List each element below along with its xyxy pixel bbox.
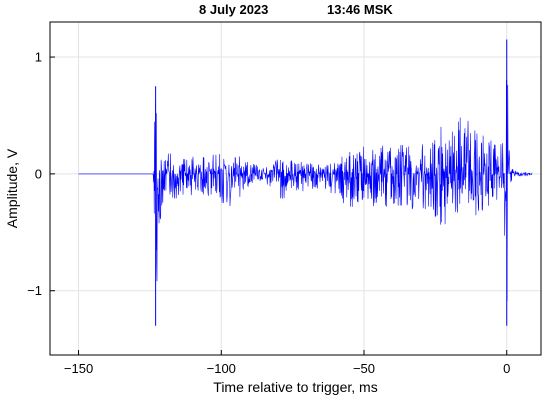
y-tick-label: 1 — [35, 50, 42, 65]
y-tick-label: −1 — [27, 283, 42, 298]
x-tick-label: 0 — [503, 361, 510, 376]
x-axis-label: Time relative to trigger, ms — [213, 379, 377, 395]
signal-trace — [78, 80, 533, 302]
grid — [50, 22, 541, 355]
x-tick-label: −50 — [353, 361, 375, 376]
header-date: 8 July 2023 — [199, 2, 269, 17]
x-tick-label: −150 — [64, 361, 93, 376]
header-time: 13:46 MSK — [327, 2, 393, 17]
ticks: −150 −100 −50 0 −1 0 1 — [27, 50, 510, 376]
y-axis-label: Amplitude, V — [4, 148, 20, 228]
signal-series — [78, 39, 533, 326]
y-tick-label: 0 — [35, 166, 42, 181]
plot-frame — [49, 21, 542, 356]
x-tick-label: −100 — [207, 361, 236, 376]
